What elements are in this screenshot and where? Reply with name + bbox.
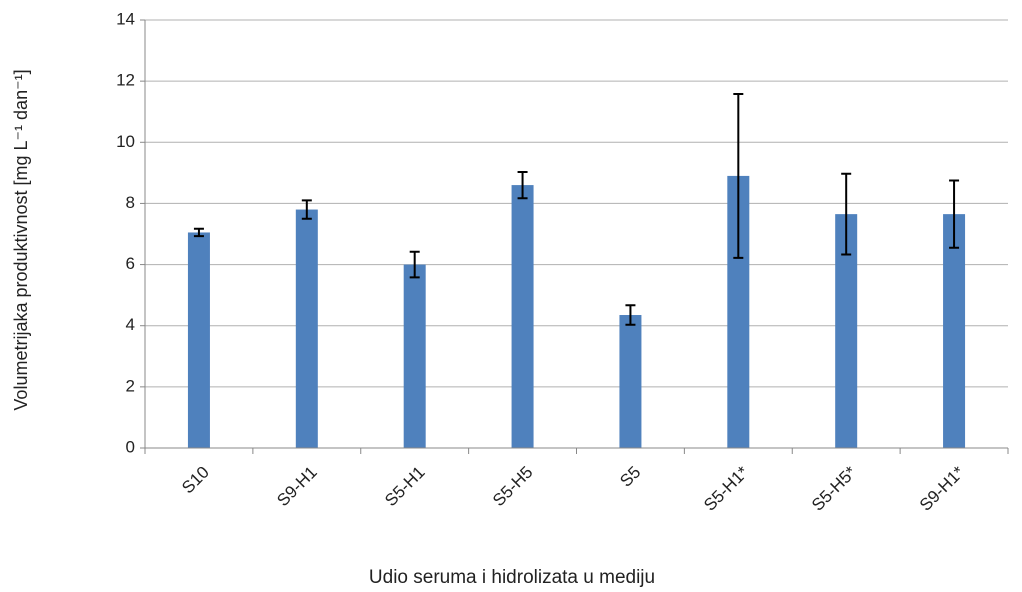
- y-tick-label: 0: [126, 437, 135, 456]
- bar: [295, 209, 318, 448]
- error-bar: [301, 199, 312, 220]
- x-tick-label: S5: [616, 463, 644, 491]
- x-tick-label: S5-H1*: [700, 462, 752, 514]
- x-tick-label: S5-H1: [381, 463, 429, 511]
- error-bar: [949, 179, 960, 249]
- bar: [943, 214, 966, 448]
- y-tick-label: 6: [126, 254, 135, 273]
- x-tick-label: S9-H1*: [916, 462, 968, 514]
- bar: [403, 264, 426, 448]
- bar: [619, 315, 642, 448]
- y-tick-label: 4: [126, 315, 135, 334]
- x-tick-label: S9-H1: [273, 463, 321, 511]
- x-tick-label: S10: [178, 463, 213, 498]
- error-bar: [409, 250, 420, 279]
- y-axis-label: Volumetrijaka produktivnost [mg L⁻¹ dan⁻…: [11, 69, 31, 410]
- x-axis-label: Udio seruma i hidrolizata u mediju: [369, 567, 655, 588]
- y-tick-label: 10: [116, 132, 135, 151]
- bar: [727, 175, 750, 448]
- y-tick-label: 12: [116, 71, 135, 90]
- x-tick-label: S5-H5*: [808, 462, 860, 514]
- error-bar: [841, 172, 852, 256]
- bar: [511, 185, 534, 449]
- y-tick-label: 14: [116, 9, 135, 28]
- y-tick-label: 8: [126, 193, 135, 212]
- x-tick-label: S5-H5: [489, 463, 537, 511]
- error-bar: [517, 170, 528, 200]
- error-bar: [733, 92, 744, 259]
- bar: [187, 232, 210, 448]
- bar: [835, 214, 858, 448]
- error-bar: [193, 227, 204, 238]
- error-bar: [625, 304, 636, 326]
- y-tick-label: 2: [126, 376, 135, 395]
